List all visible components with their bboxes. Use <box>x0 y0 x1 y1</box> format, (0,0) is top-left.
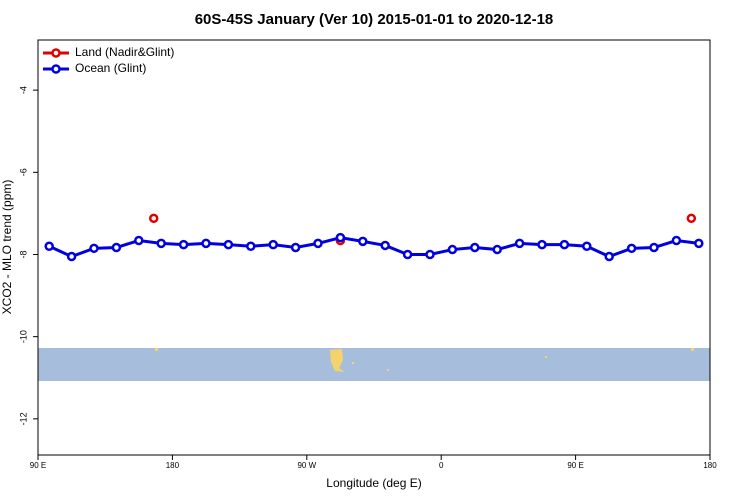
point <box>335 232 346 243</box>
point <box>604 251 614 262</box>
point <box>694 238 704 249</box>
point <box>470 242 480 253</box>
point <box>44 241 54 252</box>
point <box>380 240 390 251</box>
x-tick-label: 90 E <box>30 461 46 470</box>
x-tick-label: 0 <box>439 461 444 470</box>
x-tick-label: 180 <box>166 461 180 470</box>
point <box>313 238 323 249</box>
point <box>111 242 122 253</box>
point <box>223 239 234 250</box>
point <box>66 251 77 262</box>
point <box>134 235 144 246</box>
point <box>425 249 435 260</box>
map-strip <box>38 348 710 381</box>
point <box>447 244 458 255</box>
point <box>358 236 368 247</box>
point <box>89 243 99 254</box>
point <box>156 238 166 249</box>
y-axis-label: XCO2 - MLO trend (ppm) <box>0 180 14 315</box>
legend-marker <box>51 64 61 74</box>
x-tick-label: 90 E <box>567 461 583 470</box>
series-line <box>48 236 699 259</box>
point <box>178 239 189 250</box>
point <box>514 238 525 249</box>
point <box>148 213 159 224</box>
chart-title: 60S-45S January (Ver 10) 2015-01-01 to 2… <box>195 11 554 28</box>
point <box>290 242 301 253</box>
y-tick-label: -4 <box>18 86 28 94</box>
x-axis-label: Longitude (deg E) <box>326 476 421 490</box>
y-tick-label: -10 <box>18 330 28 343</box>
point <box>492 244 502 255</box>
point <box>686 213 697 224</box>
y-tick-label: -6 <box>18 168 28 176</box>
point <box>246 241 256 252</box>
point <box>626 243 637 254</box>
plot-frame <box>37 39 711 456</box>
point <box>649 242 659 253</box>
x-tick-label: 180 <box>703 461 717 470</box>
point <box>268 239 278 250</box>
point <box>559 239 570 250</box>
legend-label: Ocean (Glint) <box>75 61 146 75</box>
x-tick-label: 90 W <box>297 461 316 470</box>
legend-marker <box>51 48 61 58</box>
point <box>537 239 547 250</box>
y-tick-label: -12 <box>18 412 28 425</box>
point <box>402 249 413 260</box>
legend-label: Land (Nadir&Glint) <box>75 45 174 59</box>
point <box>582 241 592 252</box>
point <box>201 238 211 249</box>
point <box>671 235 682 246</box>
y-tick-label: -8 <box>18 250 28 258</box>
